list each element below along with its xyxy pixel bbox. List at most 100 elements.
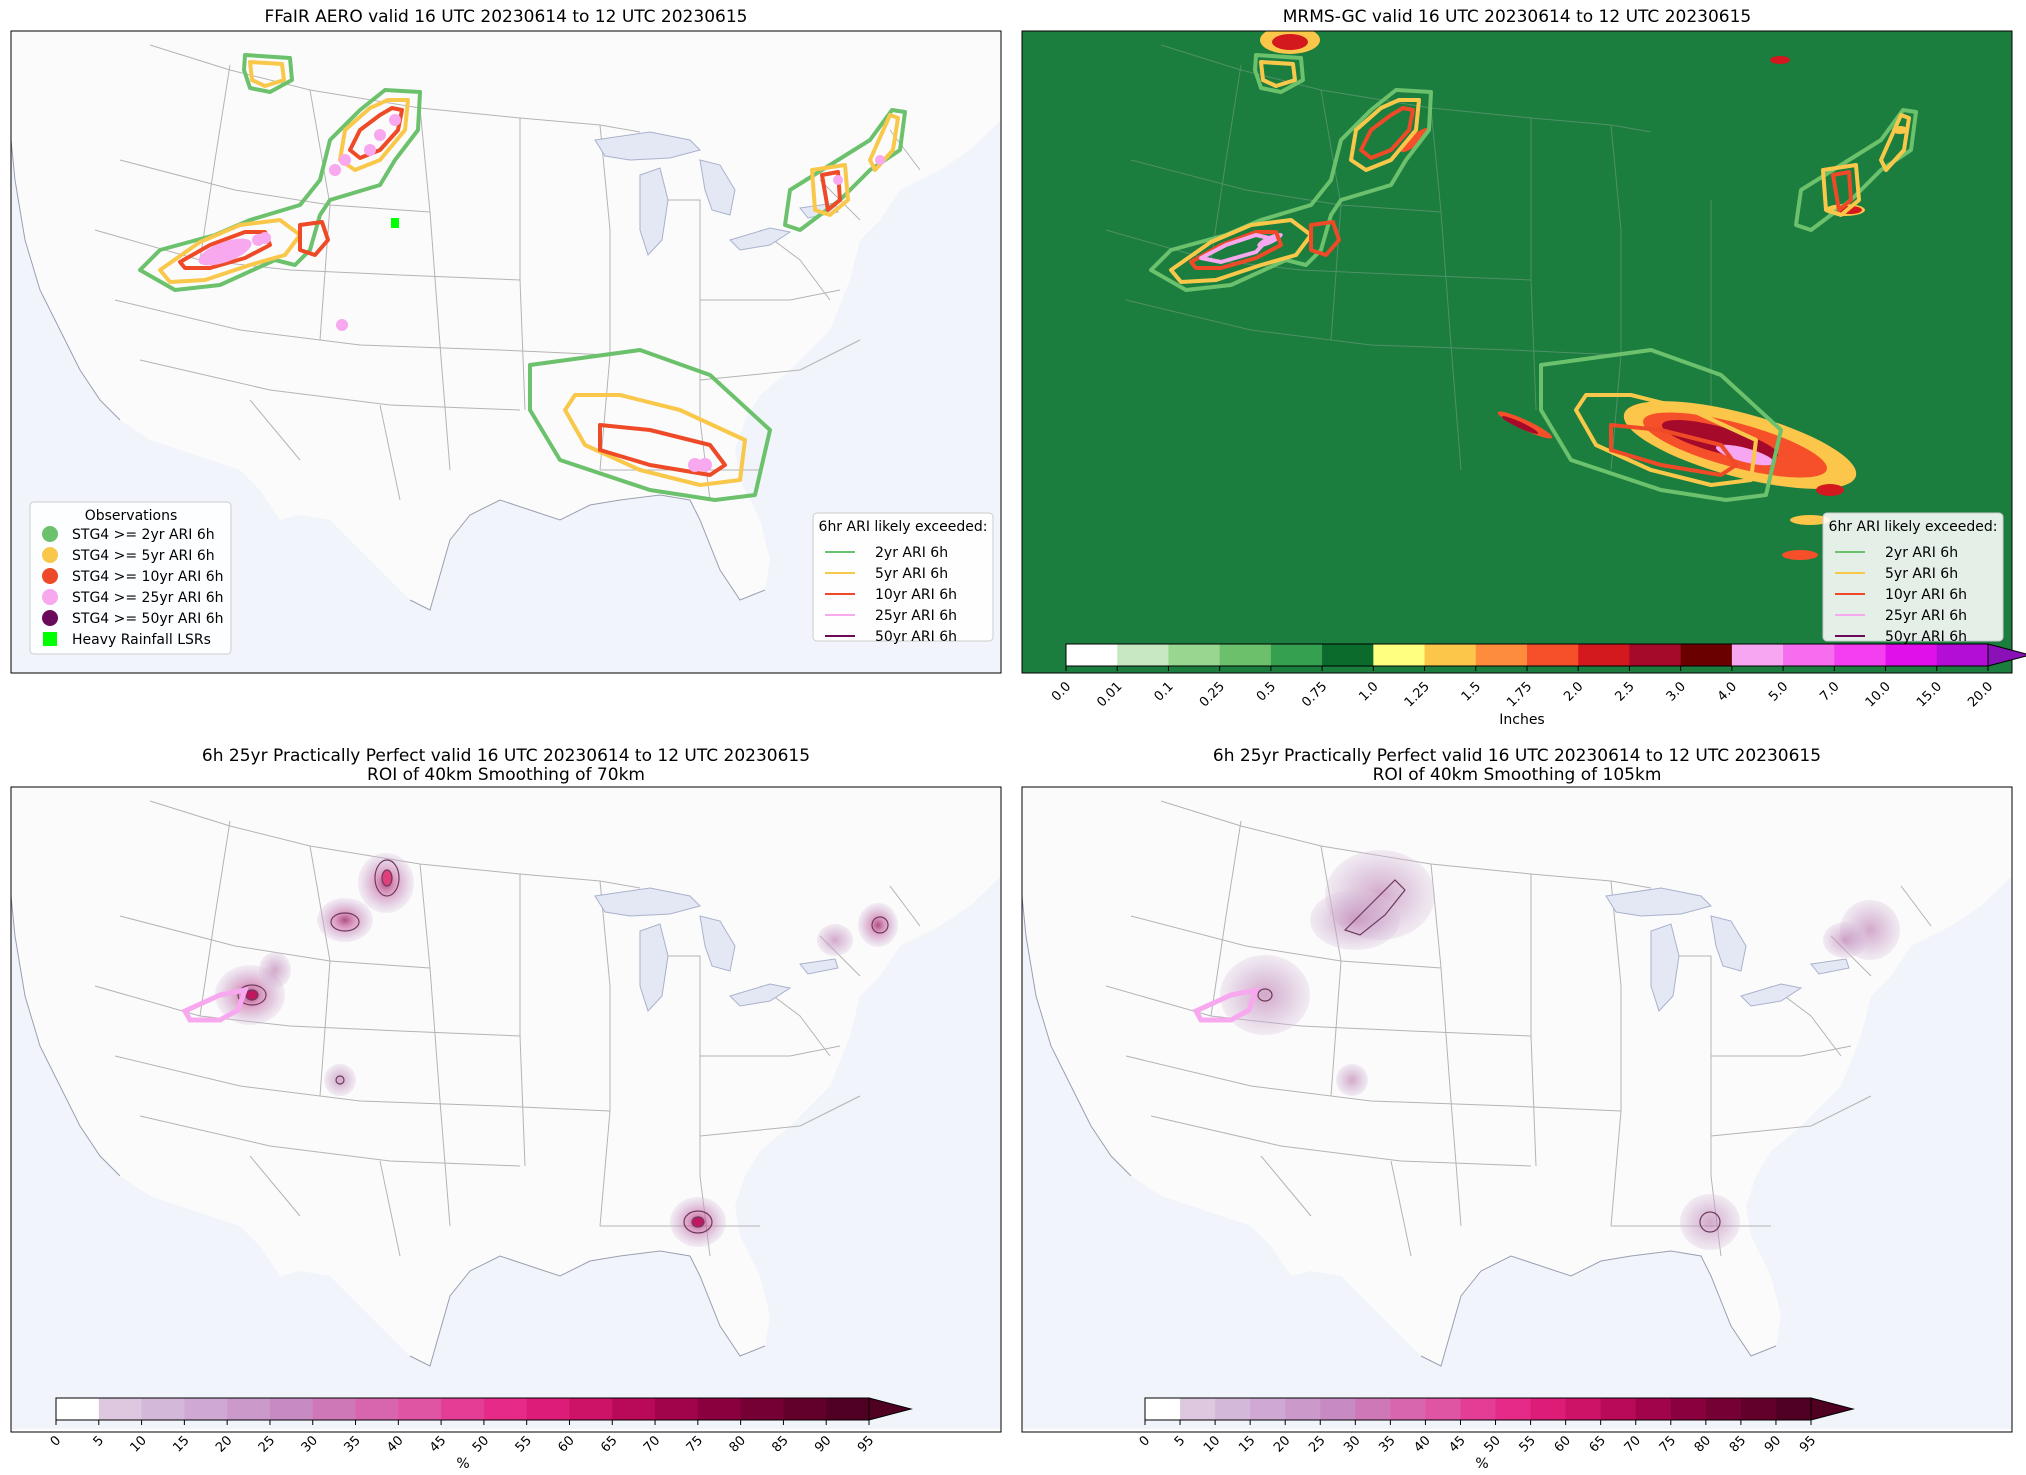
colorbar-tick-label: 0.75 (1299, 679, 1330, 710)
colorbar-tick-label: 1.0 (1356, 679, 1381, 704)
colorbar-cell (141, 1398, 185, 1420)
colorbar-cell (98, 1398, 143, 1420)
colorbar-cell (1066, 644, 1118, 666)
colorbar-cell (269, 1398, 314, 1420)
colorbar-cell (569, 1398, 613, 1420)
aero-obs-25yr (198, 114, 885, 472)
obs-legend-marker (42, 589, 58, 605)
colorbar-tick-label: 75 (684, 1433, 706, 1455)
ari-legend-label: 25yr ARI 6h (1885, 608, 1967, 624)
colorbar-cell (783, 1398, 827, 1420)
colorbar-cell (1390, 1398, 1426, 1420)
colorbar-tick-label: 20 (1271, 1433, 1293, 1455)
colorbar-tick-label: 1.25 (1402, 679, 1433, 710)
colorbar-cell (1424, 644, 1477, 666)
panel-pp105-title: 6h 25yr Practically Perfect valid 16 UTC… (1213, 746, 1821, 766)
colorbar-cell (1425, 1398, 1461, 1420)
colorbar-cell (1783, 644, 1835, 666)
panel-mrms-frame (1021, 30, 2013, 674)
colorbar-tick-label: 65 (1587, 1433, 1609, 1455)
mrms-contours (1149, 53, 1918, 502)
colorbar-tick-label: 65 (598, 1433, 620, 1455)
ari-legend-label: 5yr ARI 6h (875, 566, 948, 582)
colorbar-cell (655, 1398, 699, 1420)
colorbar-cell (526, 1398, 570, 1420)
colorbar-cell (1527, 644, 1579, 666)
colorbar-cell (1530, 1398, 1567, 1420)
colorbar-cell (612, 1398, 656, 1420)
ari-legend-mrms: 6hr ARI likely exceeded: 2yr ARI 6h 5yr AR… (1822, 512, 2004, 645)
colorbar-tick-label: 0.25 (1197, 679, 1228, 710)
obs-legend-title: Observations (85, 508, 178, 524)
colorbar-cell (1180, 1398, 1216, 1420)
colorbar-tick-label: 55 (513, 1433, 535, 1455)
obs-legend-marker (42, 610, 58, 626)
colorbar-tick-label: 60 (1552, 1433, 1574, 1455)
colorbar-tick-label: 85 (1727, 1433, 1749, 1455)
colorbar-cell (1565, 1398, 1602, 1420)
colorbar-cell (1731, 644, 1784, 666)
obs-legend-label: STG4 >= 25yr ARI 6h (72, 590, 224, 606)
panel-pp105-subtitle: ROI of 40km Smoothing of 105km (1373, 765, 1662, 785)
colorbar-tick-label: 70 (641, 1433, 663, 1455)
colorbar-tick-label: 0 (48, 1433, 64, 1449)
colorbar-tick-label: 60 (555, 1433, 577, 1455)
panel-aero-frame (10, 30, 1002, 674)
obs-legend-label: Heavy Rainfall LSRs (72, 632, 211, 648)
colorbar-tick-label: 80 (1692, 1433, 1714, 1455)
obs-legend-label: STG4 >= 10yr ARI 6h (72, 569, 224, 585)
colorbar-cell (1250, 1398, 1286, 1420)
colorbar-tick-label: 0 (1137, 1433, 1153, 1449)
colorbar-tick-label: 95 (1797, 1433, 1819, 1455)
colorbar-tick-label: 55 (1517, 1433, 1539, 1455)
ari-legend-label: 2yr ARI 6h (1885, 545, 1958, 561)
colorbar-tick-label: 5.0 (1766, 679, 1791, 704)
ari-legend-aero: 6hr ARI likely exceeded: 2yr ARI 6h 5yr AR… (812, 512, 994, 645)
colorbar-tick-label: 0.01 (1094, 679, 1125, 710)
colorbar-tick-label: 50 (1481, 1433, 1503, 1455)
pp70-colorbar-label: % (456, 1456, 469, 1472)
colorbar-tick-label: 4.0 (1715, 679, 1740, 704)
colorbar-cell (355, 1398, 399, 1420)
ari-legend-label: 10yr ARI 6h (1885, 587, 1967, 603)
colorbar-tick-label: 25 (1306, 1433, 1328, 1455)
colorbar-tick-label: 15 (170, 1433, 192, 1455)
pp105-map (1022, 787, 2012, 1430)
colorbar-cell (227, 1398, 271, 1420)
colorbar-cell (56, 1398, 100, 1420)
colorbar-tick-label: 20.0 (1965, 679, 1996, 710)
colorbar-tick-label: 90 (812, 1433, 834, 1455)
colorbar-cell (184, 1398, 228, 1420)
colorbar-cell (1219, 644, 1272, 666)
colorbar-tick-label: 80 (727, 1433, 749, 1455)
colorbar-tick-label: 90 (1762, 1433, 1784, 1455)
colorbar-tick-label: 7.0 (1817, 679, 1842, 704)
colorbar-tick-label: 2.0 (1561, 679, 1586, 704)
colorbar-tick-label: 50 (470, 1433, 492, 1455)
colorbar-tick-label: 0.5 (1254, 679, 1279, 704)
ari-legend-label: 10yr ARI 6h (875, 587, 957, 603)
colorbar-cell (1495, 1398, 1532, 1420)
obs-legend-marker (42, 568, 58, 584)
colorbar-tick-label: 95 (855, 1433, 877, 1455)
mrms-precip (1257, 31, 1908, 560)
colorbar-cell (1834, 644, 1887, 666)
colorbar-tick-label: 70 (1622, 1433, 1644, 1455)
colorbar-cell (697, 1398, 742, 1420)
colorbar-tick-label: 35 (341, 1433, 363, 1455)
colorbar-cell (1460, 1398, 1497, 1420)
colorbar-cell (1145, 1398, 1181, 1420)
colorbar-cell (1270, 644, 1323, 666)
colorbar-cell (1705, 1398, 1742, 1420)
pp70-map (11, 787, 1001, 1430)
mrms-colorbar: 0.0 0.01 0.1 0.25 0.5 0.75 1.0 1.25 1.5 1.75 2.0 2.… (1049, 643, 2026, 710)
obs-legend-marker (43, 632, 57, 646)
panel-aero-title: FFaIR AERO valid 16 UTC 20230614 to 12 U… (265, 7, 748, 27)
pp70-obs-outline (181, 986, 249, 1023)
obs-legend: Observations STG4 >= 2yr ARI 6h STG4 >= 5… (29, 501, 232, 655)
panel-pp105-frame (1021, 786, 2013, 1433)
pp105-colorbar: 0 5 10 15 20 25 30 35 40 45 50 55 60 65 70 75 80 85 90 95 (1137, 1397, 1855, 1456)
ari-legend-label: 50yr ARI 6h (875, 629, 957, 645)
obs-legend-label: STG4 >= 5yr ARI 6h (72, 548, 215, 564)
